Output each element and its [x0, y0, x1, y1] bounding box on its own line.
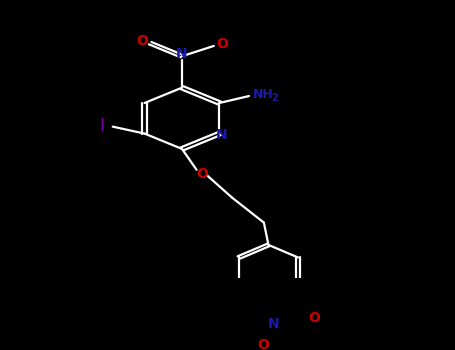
- Text: O: O: [216, 37, 228, 51]
- Text: N: N: [268, 317, 280, 331]
- Text: O: O: [257, 338, 269, 350]
- Text: 2: 2: [272, 93, 278, 103]
- Text: I: I: [99, 117, 104, 135]
- Text: O: O: [136, 34, 148, 48]
- Text: N: N: [176, 47, 188, 61]
- Text: NH: NH: [253, 88, 274, 101]
- Text: O: O: [197, 167, 208, 181]
- Text: O: O: [308, 311, 320, 325]
- Text: N: N: [216, 128, 228, 142]
